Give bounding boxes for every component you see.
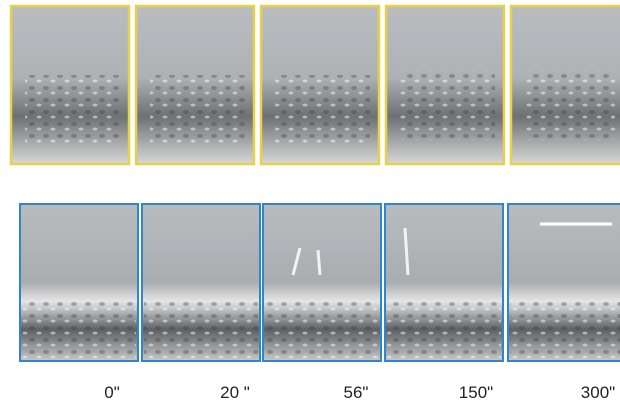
time-labels: 0" 20 " 56" 150" 300" xyxy=(104,383,615,402)
time-label: 56" xyxy=(344,383,369,402)
top-texture xyxy=(25,70,615,145)
bottom-texture xyxy=(22,300,620,358)
time-label: 20 " xyxy=(220,383,250,402)
time-label: 0" xyxy=(104,383,120,402)
time-label: 300" xyxy=(581,383,615,402)
figure: 0" 20 " 56" 150" 300" xyxy=(0,0,620,409)
time-label: 150" xyxy=(459,383,493,402)
